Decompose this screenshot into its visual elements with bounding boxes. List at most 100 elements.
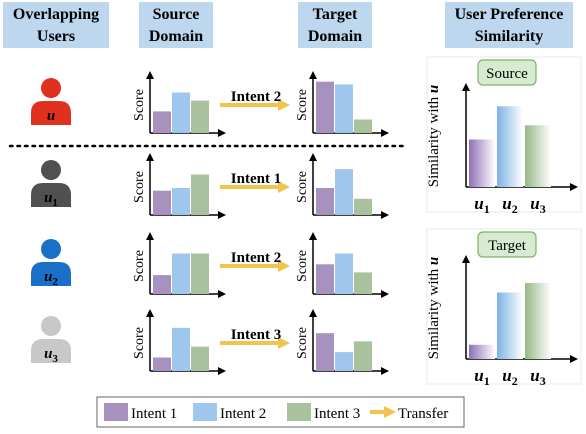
intent-3-bar [354,119,372,133]
transfer-arrow-head [278,260,290,272]
user-label: u2 [44,269,58,288]
intent-2-bar [172,253,190,294]
header-line-1: Overlapping [13,6,99,23]
intent-2-bar [172,92,190,133]
intent-2-bar [335,253,353,294]
user-icon-body [31,183,71,207]
intent-1-bar [316,264,334,294]
user-row-1: u Score Score Intent 2 [31,71,389,137]
user-icon-body [31,262,71,286]
header-bg [298,2,372,48]
similarity-x-label: u1 [474,366,489,388]
intent-3-bar [191,100,209,133]
u2-similarity-bar [497,106,523,187]
intent-3-bar [354,272,372,294]
intent-2-bar [335,169,353,215]
legend: Intent 1 Intent 2 Intent 3 Transfer [96,396,465,428]
similarity-x-label: u2 [502,194,517,216]
score-axis-label: Score [295,89,310,121]
user-icon-head [41,316,61,336]
legend-swatch [287,403,311,421]
intent-2-bar [335,84,353,133]
intent-1-bar [316,81,334,133]
user-icon-body [31,339,71,363]
header-line-2: Domain [149,28,203,45]
user-row-4: u3 Score Score Intent 3 [31,309,389,375]
similarity-axis-label: Similarity with u [426,85,442,188]
intent-3-bar [354,198,372,215]
domain-tag-label: Source [486,66,528,82]
user-label: u1 [44,190,58,209]
source-score-chart: Score [132,153,226,219]
header-source-domain: Source Domain [139,2,213,48]
intent-3-bar [191,346,209,371]
user-label: u3 [44,346,58,365]
header-overlapping-users: Overlapping Users [3,2,109,48]
intent-label: Intent 3 [231,327,281,343]
intent-2-bar [172,188,190,215]
intent-label: Intent 2 [231,89,281,105]
transfer-arrow-head [384,406,396,418]
source-score-chart: Score [132,232,226,298]
header-line-1: Source [153,6,200,23]
intent-1-bar [153,275,171,294]
domain-tag-label: Target [488,238,527,254]
legend-label: Transfer [398,406,448,422]
user-row-3: u2 Score Score Intent 2 [31,232,389,298]
header-line-1: User Preference [455,6,564,23]
intent-1-bar [153,111,171,133]
score-axis-label: Score [132,171,147,203]
domain-tag-bg [477,231,537,258]
domain-tag: Source [477,59,537,86]
u1-similarity-bar [469,344,495,359]
user-icon [31,239,71,286]
legend-frame [96,396,465,428]
u3-similarity-bar [525,283,551,359]
intent-3-bar [191,174,209,215]
legend-label: Intent 3 [314,406,360,422]
legend-item-4: Transfer [370,406,448,422]
similarity-x-label: u3 [530,194,545,216]
user-label: u [47,108,55,124]
u2-similarity-bar [497,292,523,359]
u1-similarity-bar [469,139,495,187]
transfer-arrow-head [278,337,290,349]
source-score-chart: Score [132,309,226,375]
header-bg [3,2,109,48]
transfer-arrow-head [278,99,290,111]
target-score-chart: Score [295,309,389,375]
transfer-arrow-head [278,181,290,193]
similarity-x-label: u1 [474,194,489,216]
intent-1-bar [316,333,334,371]
intent-3-bar [191,253,209,294]
score-axis-label: Score [295,250,310,282]
user-icon-body [31,101,71,125]
intent-label: Intent 1 [231,171,281,187]
intent-2-bar [335,352,353,371]
domain-tag-bg [477,59,537,86]
legend-label: Intent 1 [131,406,177,422]
intent-3-bar [354,341,372,371]
target-similarity-chart: Target Similarity with u u1 u2 u3 [426,228,582,388]
source-similarity-chart: Source Similarity with u u1 u2 u3 [426,56,582,216]
intent-1-bar [153,357,171,371]
similarity-x-label: u2 [502,366,517,388]
user-icon-head [41,160,61,180]
intent-label: Intent 2 [231,250,281,266]
user-icon [31,160,71,207]
target-score-chart: Score [295,71,389,137]
transfer-arrow [220,337,290,349]
intent-2-bar [172,327,190,371]
transfer-arrow [220,260,290,272]
legend-item-1: Intent 1 [104,403,177,422]
target-score-chart: Score [295,153,389,219]
user-icon-head [41,78,61,98]
transfer-arrow [220,99,290,111]
score-axis-label: Score [132,250,147,282]
header-line-2: Users [37,28,75,45]
user-icon-head [41,239,61,259]
similarity-x-label: u3 [530,366,545,388]
header-bg [139,2,213,48]
transfer-arrow-icon [370,406,396,418]
